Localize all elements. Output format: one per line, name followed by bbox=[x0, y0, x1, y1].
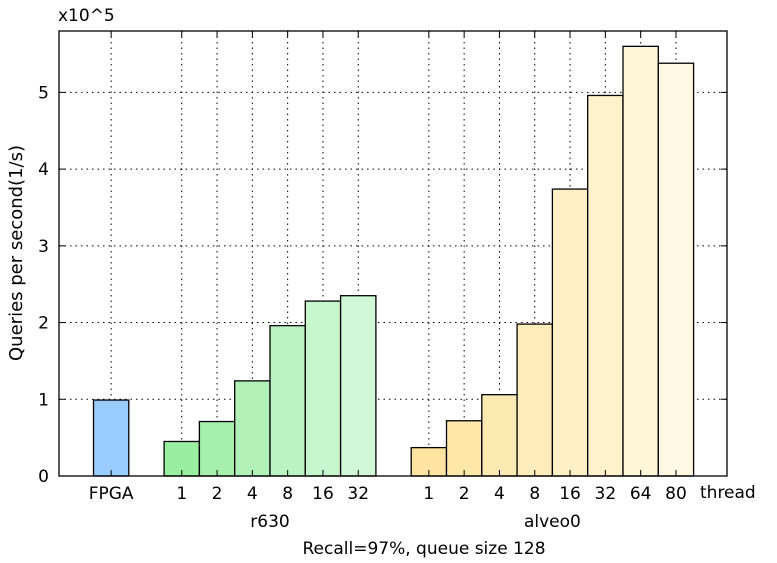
y-axis-label: Queries per second(1/s) bbox=[6, 145, 27, 361]
x-tick-label: 8 bbox=[282, 484, 293, 504]
x-axis-label: Recall=97%, queue size 128 bbox=[302, 539, 545, 559]
bar bbox=[339, 295, 377, 477]
x-tick-label: 16 bbox=[312, 484, 334, 504]
bars bbox=[92, 45, 695, 477]
bar bbox=[516, 323, 554, 477]
x-tick-label: 32 bbox=[595, 484, 617, 504]
y-tick-label: 5 bbox=[38, 83, 49, 103]
bar bbox=[269, 324, 306, 477]
x-tick-label: 4 bbox=[247, 484, 258, 504]
bar bbox=[551, 188, 589, 477]
y-tick-label: 4 bbox=[38, 160, 49, 180]
y-tick-label: 0 bbox=[38, 467, 49, 487]
x-tick-label: 1 bbox=[423, 484, 434, 504]
plot-frame bbox=[58, 30, 728, 477]
bar bbox=[234, 380, 271, 477]
x-tick-label: 4 bbox=[494, 484, 505, 504]
axis-ticks: 0 1 2 3 4 5 FPGA 1 2 4 8 16 32 r630 1 2 4 8 16 32 64 80 alveo0 bbox=[38, 31, 727, 532]
bar bbox=[622, 45, 659, 477]
x-tick-label: 2 bbox=[459, 484, 470, 504]
bar bbox=[481, 394, 518, 477]
y-tick-label: 3 bbox=[38, 237, 49, 257]
x-tick-label: 32 bbox=[347, 484, 369, 504]
bar bbox=[587, 94, 624, 477]
x-tick-label: 1 bbox=[176, 484, 187, 504]
thread-label: thread bbox=[700, 483, 756, 503]
bar bbox=[92, 399, 130, 477]
x-tick-label: 2 bbox=[212, 484, 223, 504]
x-tick-label: 16 bbox=[559, 484, 581, 504]
y-scale-label: x10^5 bbox=[58, 6, 115, 26]
y-tick-label: 2 bbox=[38, 314, 49, 334]
bar bbox=[304, 300, 342, 477]
bar bbox=[198, 420, 236, 477]
group-label: r630 bbox=[250, 512, 289, 532]
group-label: alveo0 bbox=[524, 512, 581, 532]
bar bbox=[445, 420, 483, 477]
bar bbox=[657, 62, 695, 477]
y-tick-label: 1 bbox=[38, 390, 49, 410]
x-tick-label: 80 bbox=[665, 484, 687, 504]
x-tick-label: 64 bbox=[630, 484, 652, 504]
x-tick-label: 8 bbox=[529, 484, 540, 504]
x-tick-label: FPGA bbox=[89, 484, 134, 504]
